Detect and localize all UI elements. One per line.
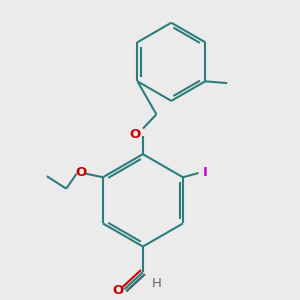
Text: O: O	[112, 284, 124, 298]
Text: O: O	[130, 128, 141, 141]
Text: H: H	[152, 277, 161, 290]
Text: I: I	[202, 166, 207, 179]
Text: O: O	[76, 167, 87, 179]
